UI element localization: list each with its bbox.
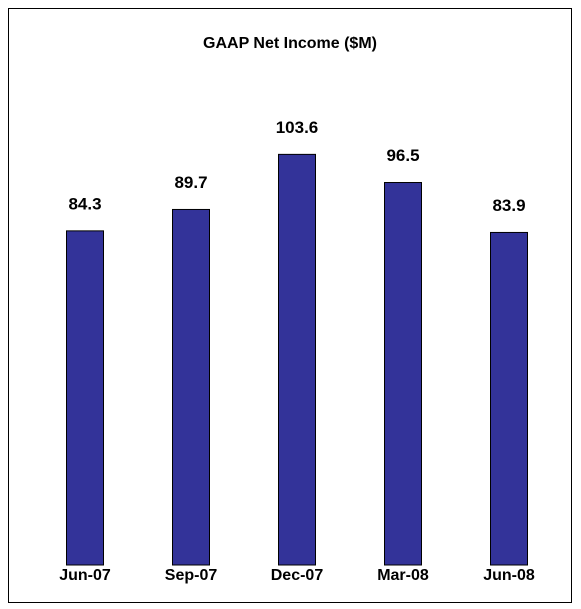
x-tick-label: Mar-08 [377,567,429,584]
bar [278,153,316,566]
data-label: 103.6 [276,118,319,137]
data-label: 84.3 [68,194,101,213]
bar [490,231,528,566]
bar [66,230,104,566]
x-tick-label: Sep-07 [165,567,218,584]
data-label: 83.9 [492,196,525,215]
x-tick-label: Dec-07 [271,567,324,584]
data-label: 89.7 [174,173,207,192]
bar [384,182,422,566]
x-tick-label: Jun-08 [483,567,535,584]
bar [172,208,210,566]
chart-title: GAAP Net Income ($M) [203,35,377,52]
data-label: 96.5 [386,146,419,165]
x-tick-label: Jun-07 [59,567,111,584]
